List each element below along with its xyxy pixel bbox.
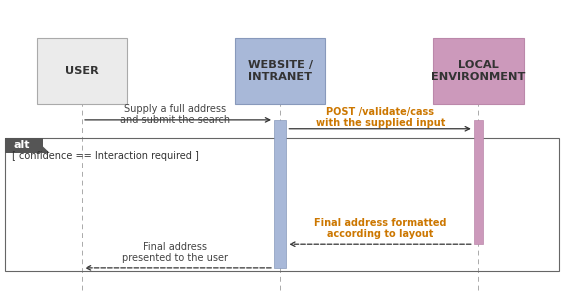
Text: [ confidence == Interaction required ]: [ confidence == Interaction required ] xyxy=(12,151,199,161)
Bar xyxy=(235,38,325,104)
Text: USER: USER xyxy=(65,66,99,76)
Bar xyxy=(5,138,43,153)
Polygon shape xyxy=(43,147,50,153)
Text: Final address
presented to the user: Final address presented to the user xyxy=(122,242,229,263)
Text: WEBSITE /
INTRANET: WEBSITE / INTRANET xyxy=(248,60,312,82)
Text: POST /validate/cass
with the supplied input: POST /validate/cass with the supplied in… xyxy=(316,107,445,128)
Text: Final address formatted
according to layout: Final address formatted according to lay… xyxy=(314,218,447,239)
Bar xyxy=(474,120,483,244)
Bar xyxy=(5,138,559,271)
Text: Supply a full address
and submit the search: Supply a full address and submit the sea… xyxy=(121,104,230,125)
Text: alt: alt xyxy=(13,140,30,150)
Bar xyxy=(433,38,524,104)
Bar xyxy=(37,38,127,104)
Text: LOCAL
ENVIRONMENT: LOCAL ENVIRONMENT xyxy=(431,60,525,82)
Bar xyxy=(274,120,286,268)
